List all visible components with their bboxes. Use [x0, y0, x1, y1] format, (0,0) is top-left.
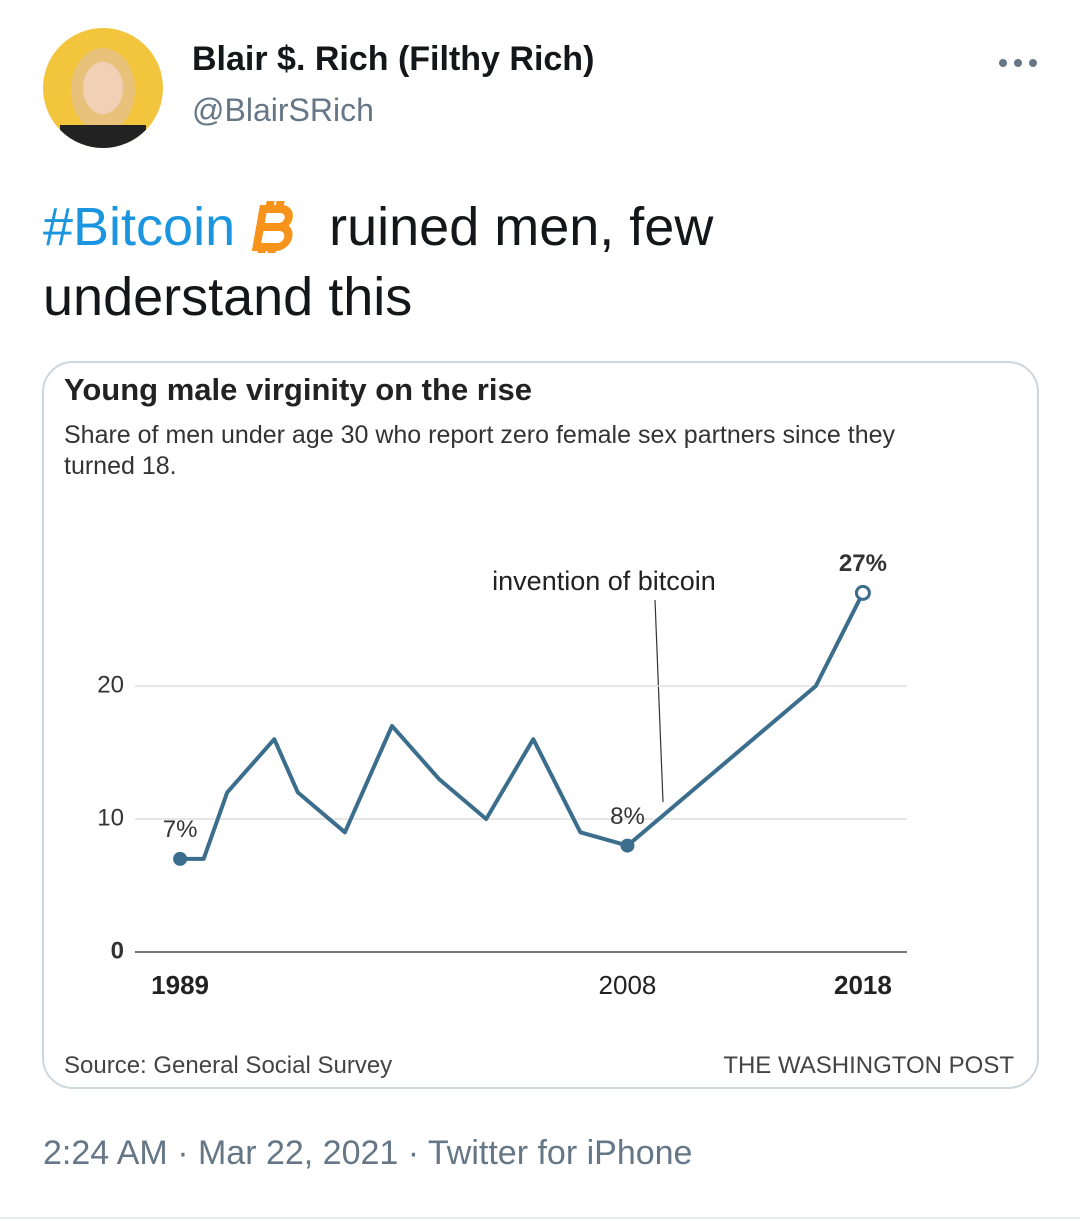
bitcoin-emoji [251, 201, 293, 253]
chart-subtitle: Share of men under age 30 who report zer… [64, 421, 896, 480]
x-tick-label: 2008 [599, 970, 657, 1000]
chart-source: Source: General Social Survey [64, 1052, 393, 1079]
point-marker [854, 584, 871, 601]
more-menu[interactable] [999, 59, 1037, 67]
y-tick-label: 20 [97, 671, 124, 698]
tweet-body: ruined men, few understand this [43, 197, 714, 327]
chart-title: Young male virginity on the rise [64, 372, 532, 407]
annotation-leader [654, 599, 664, 803]
y-tick-label: 0 [111, 937, 124, 964]
x-tick-label: 1989 [151, 970, 209, 1000]
timestamp[interactable]: 2:24 AM · Mar 22, 2021 · Twitter for iPh… [43, 1134, 693, 1172]
value-label: 27% [839, 550, 887, 577]
handle[interactable]: @BlairSRich [192, 92, 374, 128]
value-label: 8% [610, 803, 645, 830]
x-tick-label: 2018 [834, 970, 892, 1000]
hashtag[interactable]: #Bitcoin [43, 197, 236, 257]
point-marker [173, 851, 188, 866]
avatar[interactable] [43, 28, 163, 155]
tweet-text: #Bitcoin ruined men, few understand this [43, 192, 843, 332]
display-name[interactable]: Blair $. Rich (Filthy Rich) [192, 40, 595, 78]
value-label: 7% [163, 816, 198, 843]
data-line [180, 591, 865, 861]
annotation: invention of bitcoin [492, 566, 716, 596]
chart-credit: THE WASHINGTON POST [723, 1052, 1014, 1079]
point-marker [620, 838, 635, 853]
y-tick-label: 10 [97, 804, 124, 831]
media-card[interactable] [42, 361, 1039, 1089]
